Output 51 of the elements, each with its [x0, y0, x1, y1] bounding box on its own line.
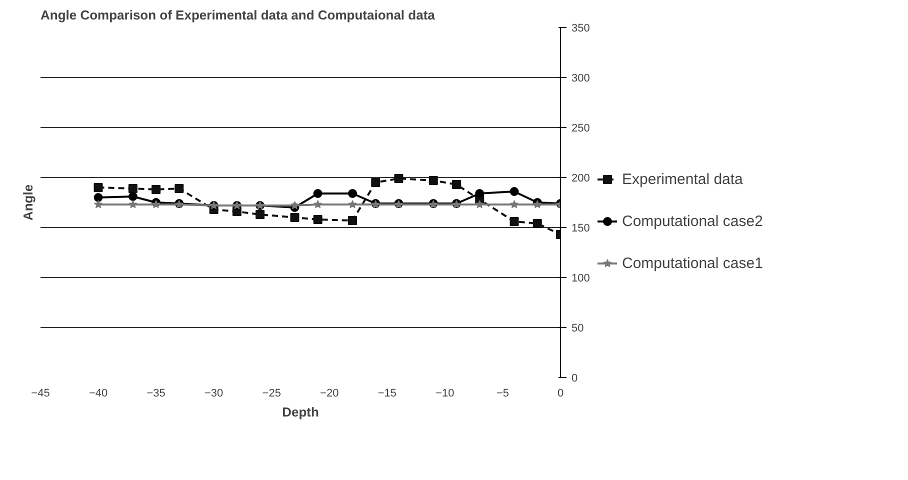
point — [371, 178, 380, 187]
legend-label: Computational case2 — [622, 212, 763, 230]
point — [290, 201, 300, 210]
point — [510, 187, 519, 196]
y-tick-label: 150 — [572, 222, 590, 234]
point — [475, 200, 484, 208]
y-tick-label: 250 — [572, 122, 590, 134]
point — [314, 200, 322, 208]
x-tick-label: −45 — [31, 388, 50, 400]
point — [394, 174, 404, 183]
point — [290, 213, 300, 222]
point — [475, 189, 484, 198]
y-tick-label: 350 — [572, 22, 590, 34]
point — [128, 200, 138, 208]
point — [532, 219, 542, 228]
y-tick-label: 200 — [572, 172, 590, 184]
point — [94, 193, 103, 202]
point — [174, 184, 184, 193]
legend-label: Computational case1 — [622, 254, 763, 272]
y-axis-title: Angle — [20, 184, 36, 221]
x-tick-label: −25 — [262, 388, 281, 400]
point — [348, 189, 357, 198]
point — [348, 216, 357, 225]
y-tick-label: 300 — [572, 72, 590, 84]
point — [313, 215, 322, 224]
x-tick-label: 0 — [557, 388, 564, 400]
point — [128, 192, 138, 201]
point — [256, 210, 265, 219]
chart-title: Angle Comparison of Experimental data and Computaional data — [40, 8, 436, 22]
point — [510, 217, 519, 226]
point — [348, 200, 357, 208]
x-tick-label: −20 — [320, 388, 339, 400]
x-tick-label: −5 — [496, 388, 509, 400]
y-tick-label: 0 — [572, 372, 578, 384]
point — [94, 183, 103, 192]
x-tick-label: −15 — [378, 388, 397, 400]
x-tick-label: −30 — [204, 388, 224, 400]
legend-label: Experimental data — [622, 170, 743, 188]
y-tick-label: 50 — [572, 322, 584, 334]
point — [452, 180, 461, 189]
point — [152, 185, 161, 194]
x-tick-label: −40 — [88, 388, 108, 400]
y-tick-label: 100 — [572, 272, 590, 284]
point — [128, 184, 138, 193]
point — [428, 176, 438, 185]
point — [313, 189, 322, 198]
x-tick-label: −10 — [436, 388, 454, 400]
x-tick-label: −35 — [146, 388, 166, 400]
point — [510, 200, 519, 208]
point — [94, 200, 103, 208]
x-axis-title: Depth — [282, 404, 319, 420]
